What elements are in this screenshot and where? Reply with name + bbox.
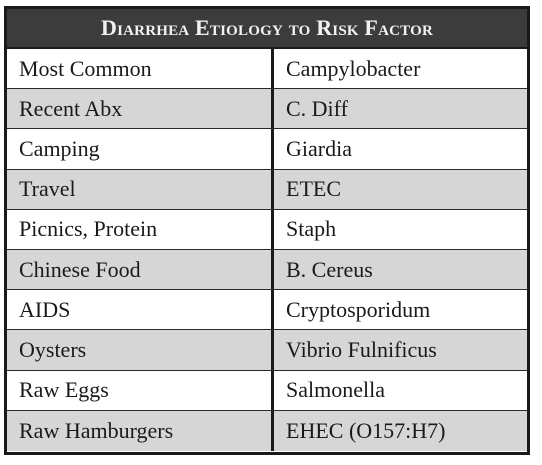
etiology-cell: Campylobacter [286, 55, 421, 81]
risk-factor-cell: Chinese Food [7, 249, 274, 290]
etiology-cell: ETEC [286, 176, 341, 202]
table-row: Oysters Vibrio Fulnificus [7, 330, 527, 371]
risk-factor-cell: Camping [7, 129, 274, 169]
table-title: Diarrhea Etiology to Risk Factor [7, 9, 527, 49]
risk-factor-cell: AIDS [7, 290, 274, 330]
risk-factor-cell: Raw Hamburgers [7, 410, 274, 451]
table-row: AIDS Cryptosporidum [7, 290, 527, 331]
etiology-cell: EHEC (O157:H7) [286, 417, 446, 443]
risk-factor-cell: Recent Abx [7, 89, 274, 129]
etiology-cell: B. Cereus [286, 256, 373, 282]
etiology-cell: Staph [286, 216, 337, 242]
table-row: Raw Hamburgers EHEC (O157:H7) [7, 410, 527, 451]
risk-factor-cell: Oysters [7, 330, 274, 370]
etiology-cell: Giardia [286, 135, 352, 161]
risk-factor-cell: Picnics, Protein [7, 209, 274, 249]
etiology-cell: Vibrio Fulnificus [286, 336, 437, 362]
table-row: Camping Giardia [7, 129, 527, 170]
table-row: Recent Abx C. Diff [7, 89, 527, 130]
risk-factor-cell: Travel [7, 169, 274, 209]
etiology-cell: C. Diff [286, 95, 348, 121]
risk-factor-table: Diarrhea Etiology to Risk Factor Most Co… [4, 6, 530, 455]
table-row: Most Common Campylobacter [7, 49, 527, 90]
table-row: Raw Eggs Salmonella [7, 370, 527, 411]
etiology-cell: Cryptosporidum [286, 296, 431, 322]
risk-factor-cell: Most Common [7, 49, 274, 89]
table-row: Picnics, Protein Staph [7, 209, 527, 250]
etiology-cell: Salmonella [286, 377, 385, 403]
risk-factor-cell: Raw Eggs [7, 370, 274, 410]
table-row: Travel ETEC [7, 169, 527, 210]
table-body: Most Common Campylobacter Recent Abx C. … [7, 49, 527, 451]
table-row: Chinese Food B. Cereus [7, 249, 527, 291]
